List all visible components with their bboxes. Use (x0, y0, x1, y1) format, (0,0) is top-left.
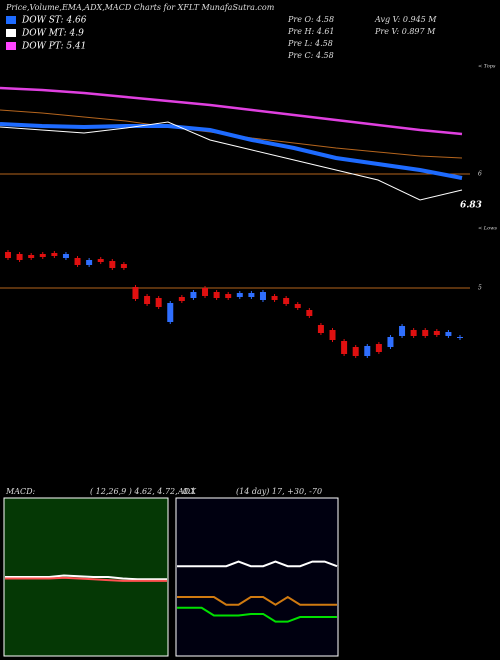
candle-body (271, 296, 278, 300)
y-tick-label: 5 (478, 285, 482, 292)
side-label: < Tops (478, 64, 496, 70)
candle-body (51, 253, 58, 256)
line-series (0, 86, 463, 136)
candle-body (375, 344, 382, 352)
legend-label: DOW ST: 4.66 (21, 16, 87, 26)
legend-swatch (6, 42, 16, 50)
last-label: 6.83 (460, 201, 482, 211)
candle-body (294, 304, 301, 308)
macd-params: ( 12,26,9 ) 4.62, 4.72, -0.1 (90, 487, 196, 496)
candle-body (28, 255, 35, 258)
candle-body (86, 260, 93, 265)
candle-body (433, 331, 440, 335)
line-series (5, 576, 167, 582)
legend-swatch (6, 16, 16, 24)
candle-body (120, 264, 127, 268)
y-tick-label: 6 (478, 171, 482, 178)
macd-label: MACD: (5, 487, 36, 496)
legend-swatch (6, 29, 16, 37)
adx-params: (14 day) 17, +30, -70 (236, 487, 322, 496)
candle-body (399, 326, 406, 336)
candle-body (74, 258, 81, 265)
candle-body (236, 293, 243, 297)
pre-close: Pre C: 4.58 (287, 51, 334, 60)
side-label: < Lows (478, 226, 497, 232)
legend-label: DOW MT: 4.9 (21, 29, 84, 39)
legend-label: DOW PT: 5.41 (21, 42, 86, 52)
pre-open: Pre O: 4.58 (287, 15, 334, 24)
candle-body (410, 330, 417, 336)
adx-label: ADX (177, 487, 196, 496)
line-series (0, 121, 463, 201)
avg-volume: Avg V: 0.945 M (374, 15, 437, 24)
candle-body (259, 292, 266, 300)
candle-body (167, 303, 174, 322)
candle-body (317, 325, 324, 333)
chart-title: Price,Volume,EMA,ADX,MACD Charts for XFL… (5, 3, 275, 12)
candle-body (5, 252, 11, 258)
candle-body (225, 294, 232, 298)
candle-body (144, 296, 151, 304)
candle-body (155, 298, 162, 307)
candle-body (213, 292, 220, 298)
pre-high: Pre H: 4.61 (287, 27, 335, 36)
candle-body (16, 254, 23, 260)
candle-body (39, 254, 46, 257)
candle-body (387, 337, 394, 347)
candle-body (341, 341, 348, 354)
candle-body (190, 292, 197, 298)
candle-body (248, 293, 255, 297)
candle-body (352, 347, 359, 356)
candle-body (109, 261, 116, 268)
line-series (177, 606, 337, 623)
pre-low: Pre L: 4.58 (287, 39, 333, 48)
panel-frame (175, 497, 339, 657)
line-series (5, 574, 167, 581)
candle-body (457, 337, 463, 338)
candle-body (202, 288, 209, 296)
candle-body (283, 298, 290, 304)
candle-body (97, 259, 104, 262)
line-series (177, 595, 337, 606)
candle-body (329, 330, 336, 340)
pre-volume: Pre V: 0.897 M (374, 27, 436, 36)
candle-body (445, 332, 452, 336)
candle-body (62, 254, 69, 258)
candle-body (422, 330, 429, 336)
candle-body (306, 310, 313, 316)
candle-body (178, 297, 185, 301)
line-series (0, 122, 463, 180)
line-series (177, 560, 338, 568)
candle-body (364, 346, 371, 356)
candle-body (132, 287, 139, 299)
